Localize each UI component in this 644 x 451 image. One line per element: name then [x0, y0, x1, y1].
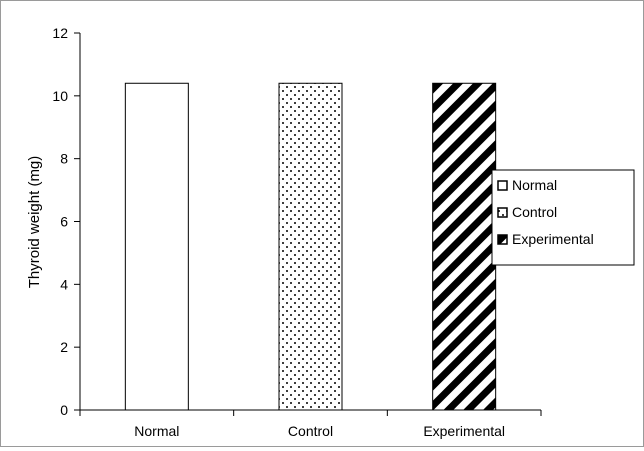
x-tick-label: Control: [288, 423, 333, 439]
legend-swatch: [497, 207, 508, 218]
legend-label: Normal: [512, 177, 557, 193]
legend-label: Control: [512, 204, 557, 220]
bar-normal: [124, 82, 189, 411]
y-tick-label: 8: [60, 151, 68, 167]
bar-control: [278, 82, 343, 411]
y-tick-label: 12: [52, 25, 68, 41]
x-axis: Normal Control Experimental: [79, 409, 542, 439]
y-tick-label: 2: [60, 339, 68, 355]
x-tick-label: Experimental: [423, 423, 505, 439]
plot-area: [124, 82, 497, 411]
legend-swatch: [497, 180, 508, 191]
bar-experimental: [432, 82, 497, 411]
y-tick-label: 0: [60, 402, 68, 418]
y-tick-label: 10: [52, 88, 68, 104]
x-tick-label: Normal: [134, 423, 179, 439]
y-axis: 0 2 4 6 8 10 12: [52, 25, 81, 418]
y-axis-title: Thyroid weight (mg): [26, 156, 43, 289]
legend: Normal Control Experimental: [491, 169, 635, 266]
y-tick-label: 6: [60, 214, 68, 230]
y-tick-label: 4: [60, 276, 68, 292]
legend-label: Experimental: [512, 231, 594, 247]
legend-box: [491, 169, 635, 266]
legend-swatch: [497, 234, 508, 245]
